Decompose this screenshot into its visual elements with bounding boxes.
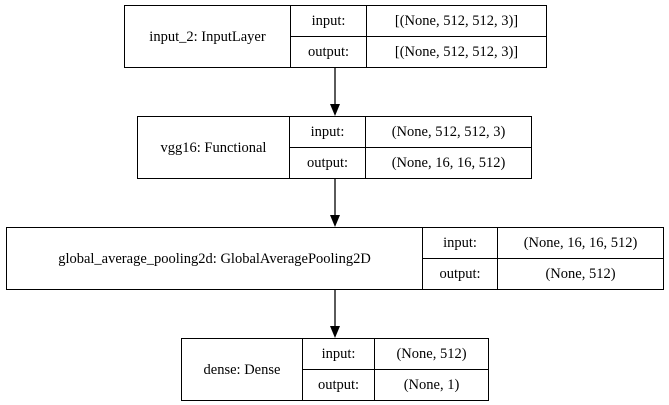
node-input-layer: input_2: InputLayer input: output: [(Non… <box>124 5 547 68</box>
input-label: input: <box>311 124 345 140</box>
output-shape: (None, 1) <box>404 377 460 393</box>
output-shape: [(None, 512, 512, 3)] <box>395 44 518 60</box>
output-label: output: <box>308 44 349 60</box>
output-label: output: <box>318 377 359 393</box>
input-shape: (None, 512, 512, 3) <box>392 124 506 140</box>
node-dense: dense: Dense input: output: (None, 512) … <box>181 338 489 401</box>
output-shape: (None, 512) <box>545 266 615 282</box>
node-name: input_2: InputLayer <box>149 29 266 45</box>
edge-arrow <box>330 178 340 227</box>
output-shape: (None, 16, 16, 512) <box>392 155 506 171</box>
edge-arrow <box>330 67 340 116</box>
input-shape: [(None, 512, 512, 3)] <box>395 13 518 29</box>
input-label: input: <box>443 235 477 251</box>
input-label: input: <box>322 346 356 362</box>
output-label: output: <box>307 155 348 171</box>
input-shape: (None, 16, 16, 512) <box>524 235 638 251</box>
node-global-average-pooling: global_average_pooling2d: GlobalAverageP… <box>6 227 664 290</box>
input-shape: (None, 512) <box>396 346 466 362</box>
node-name: vgg16: Functional <box>161 140 267 156</box>
edge-arrow <box>330 289 340 338</box>
node-name: dense: Dense <box>204 362 281 378</box>
output-label: output: <box>439 266 480 282</box>
node-name: global_average_pooling2d: GlobalAverageP… <box>58 251 371 267</box>
node-vgg16: vgg16: Functional input: output: (None, … <box>137 116 532 179</box>
input-label: input: <box>312 13 346 29</box>
